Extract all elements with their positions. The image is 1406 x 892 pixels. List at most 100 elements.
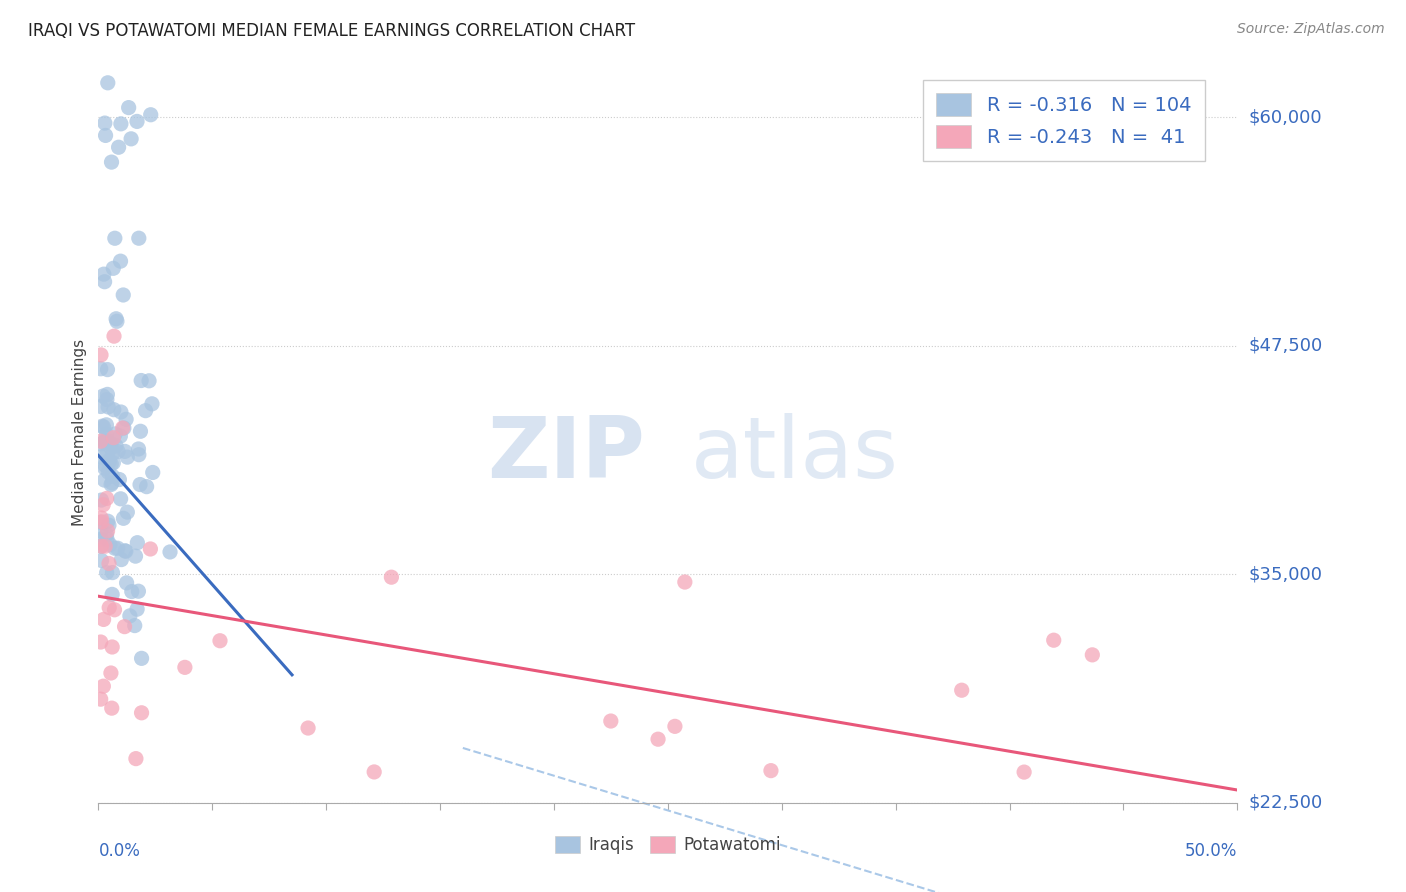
Y-axis label: Median Female Earnings: Median Female Earnings xyxy=(72,339,87,526)
Point xyxy=(118,608,141,623)
Point xyxy=(114,620,136,634)
Point xyxy=(118,101,141,115)
Point xyxy=(96,362,118,376)
Point xyxy=(97,436,120,450)
Point xyxy=(121,584,143,599)
Point xyxy=(104,541,127,556)
Point xyxy=(98,538,121,552)
Point xyxy=(125,751,148,765)
Point xyxy=(90,400,112,414)
Point xyxy=(96,533,118,547)
Point xyxy=(159,545,181,559)
Point xyxy=(128,231,150,245)
Point xyxy=(107,541,129,556)
Point xyxy=(90,511,112,525)
Point xyxy=(127,602,149,616)
Point xyxy=(115,544,138,558)
Point xyxy=(115,412,138,426)
Point xyxy=(128,448,150,462)
Point xyxy=(98,455,121,469)
Point xyxy=(100,666,122,681)
Point xyxy=(380,570,402,584)
Point xyxy=(103,456,125,470)
Point xyxy=(297,721,319,735)
Point xyxy=(673,575,696,590)
Point xyxy=(100,437,122,451)
Point xyxy=(90,434,112,449)
Point xyxy=(950,683,973,698)
Point xyxy=(103,261,125,276)
Point xyxy=(131,651,153,665)
Text: atlas: atlas xyxy=(690,413,898,496)
Point xyxy=(112,511,135,525)
Point xyxy=(98,557,121,571)
Point xyxy=(112,288,135,302)
Point xyxy=(97,465,120,479)
Point xyxy=(94,458,117,473)
Point xyxy=(97,524,120,538)
Point xyxy=(94,461,117,475)
Legend: Iraqis, Potawatomi: Iraqis, Potawatomi xyxy=(548,830,787,861)
Text: IRAQI VS POTAWATOMI MEDIAN FEMALE EARNINGS CORRELATION CHART: IRAQI VS POTAWATOMI MEDIAN FEMALE EARNIN… xyxy=(28,22,636,40)
Point xyxy=(94,128,117,143)
Point xyxy=(127,584,149,599)
Point xyxy=(1042,633,1064,648)
Point xyxy=(96,427,118,442)
Point xyxy=(127,442,149,456)
Point xyxy=(117,505,139,519)
Point xyxy=(90,524,112,538)
Text: Source: ZipAtlas.com: Source: ZipAtlas.com xyxy=(1237,22,1385,37)
Point xyxy=(100,155,122,169)
Point xyxy=(208,633,231,648)
Point xyxy=(101,475,124,490)
Point xyxy=(101,469,124,483)
Point xyxy=(97,518,120,533)
Point xyxy=(90,539,112,553)
Point xyxy=(90,515,112,529)
Point xyxy=(1012,765,1035,780)
Point xyxy=(1081,648,1104,662)
Point xyxy=(759,764,782,778)
Point xyxy=(110,491,132,506)
Point xyxy=(93,679,115,693)
Point xyxy=(100,477,122,491)
Point xyxy=(129,425,152,439)
Point xyxy=(101,640,124,654)
Point xyxy=(111,421,134,435)
Point xyxy=(93,612,115,626)
Point xyxy=(108,473,131,487)
Point xyxy=(363,764,385,779)
Point xyxy=(135,403,157,417)
Text: $47,500: $47,500 xyxy=(1249,337,1323,355)
Point xyxy=(105,314,128,328)
Point xyxy=(135,480,157,494)
Point xyxy=(97,76,120,90)
Point xyxy=(112,421,135,435)
Point xyxy=(120,132,142,146)
Text: 50.0%: 50.0% xyxy=(1185,842,1237,860)
Point xyxy=(90,348,112,362)
Point xyxy=(101,566,124,580)
Point xyxy=(124,618,146,632)
Point xyxy=(105,311,128,326)
Point xyxy=(599,714,621,728)
Point xyxy=(103,431,125,445)
Point xyxy=(91,419,114,434)
Point xyxy=(90,493,112,508)
Point xyxy=(93,275,115,289)
Point xyxy=(94,116,117,130)
Point xyxy=(96,387,118,401)
Point xyxy=(117,450,139,464)
Point xyxy=(93,435,115,450)
Point xyxy=(96,527,118,541)
Point xyxy=(110,117,132,131)
Point xyxy=(125,114,148,128)
Text: $60,000: $60,000 xyxy=(1249,108,1322,127)
Text: $35,000: $35,000 xyxy=(1249,566,1323,583)
Point xyxy=(141,397,163,411)
Point xyxy=(129,374,152,388)
Point xyxy=(90,361,112,376)
Point xyxy=(90,539,112,553)
Point xyxy=(93,419,115,434)
Point xyxy=(94,434,117,448)
